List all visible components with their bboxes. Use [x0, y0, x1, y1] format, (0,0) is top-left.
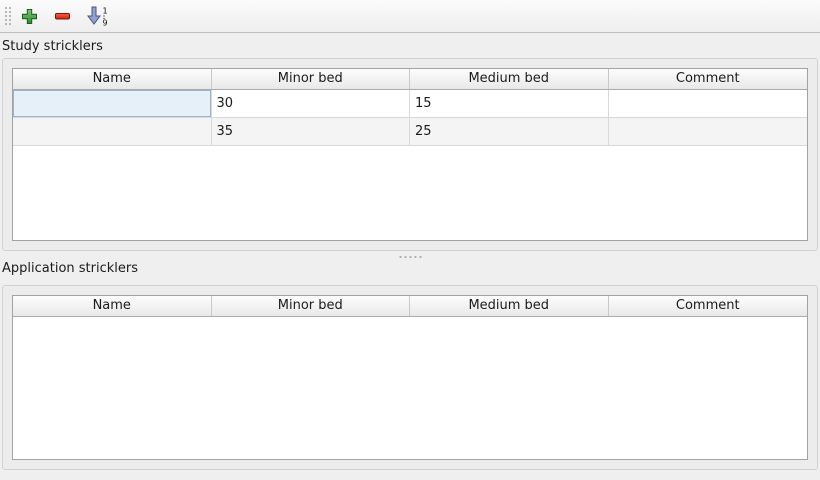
cell-minor-bed[interactable]: 35	[212, 118, 410, 145]
cell-name[interactable]	[13, 90, 212, 117]
study-table-empty-area	[13, 146, 807, 240]
add-button[interactable]	[16, 3, 42, 29]
splitter-dots-icon	[398, 254, 422, 258]
application-table-header: Name Minor bed Medium bed Comment	[13, 296, 807, 317]
column-header-minor-bed[interactable]: Minor bed	[212, 69, 410, 89]
cell-name[interactable]	[13, 118, 212, 145]
cell-comment[interactable]	[609, 90, 808, 117]
toolbar-grip[interactable]	[3, 5, 11, 27]
column-header-name[interactable]: Name	[13, 296, 212, 316]
application-table[interactable]: Name Minor bed Medium bed Comment	[12, 295, 808, 460]
table-row[interactable]: 30 15	[13, 90, 807, 118]
sort-digit-bottom: 9	[103, 19, 108, 27]
sort-ascending-icon: 1 9	[87, 6, 108, 27]
name-cell-editor[interactable]	[13, 90, 211, 117]
section-label-study: Study stricklers	[2, 39, 103, 54]
splitter-handle[interactable]	[0, 251, 820, 261]
plus-icon	[21, 8, 37, 24]
study-table-header: Name Minor bed Medium bed Comment	[13, 69, 807, 90]
remove-button[interactable]	[49, 3, 75, 29]
column-header-medium-bed[interactable]: Medium bed	[410, 69, 609, 89]
column-header-medium-bed[interactable]: Medium bed	[410, 296, 609, 316]
cell-medium-bed[interactable]: 15	[410, 90, 609, 117]
cell-minor-bed[interactable]: 30	[212, 90, 410, 117]
column-header-minor-bed[interactable]: Minor bed	[212, 296, 410, 316]
cell-medium-bed[interactable]: 25	[410, 118, 609, 145]
column-header-name[interactable]: Name	[13, 69, 212, 89]
minus-icon	[54, 12, 70, 19]
application-table-empty-area	[13, 317, 807, 459]
study-panel: Name Minor bed Medium bed Comment 30 15 …	[2, 58, 818, 251]
sort-ascending-button[interactable]: 1 9	[82, 3, 114, 29]
section-label-application: Application stricklers	[2, 261, 138, 276]
column-header-comment[interactable]: Comment	[675, 298, 740, 313]
cell-comment[interactable]	[609, 118, 808, 145]
study-table[interactable]: Name Minor bed Medium bed Comment 30 15 …	[12, 68, 808, 241]
column-header-comment[interactable]: Comment	[675, 71, 740, 86]
sort-digit-top: 1	[103, 7, 108, 16]
toolbar: 1 9	[0, 0, 820, 33]
application-panel: Name Minor bed Medium bed Comment	[2, 285, 818, 470]
table-row[interactable]: 35 25	[13, 118, 807, 146]
